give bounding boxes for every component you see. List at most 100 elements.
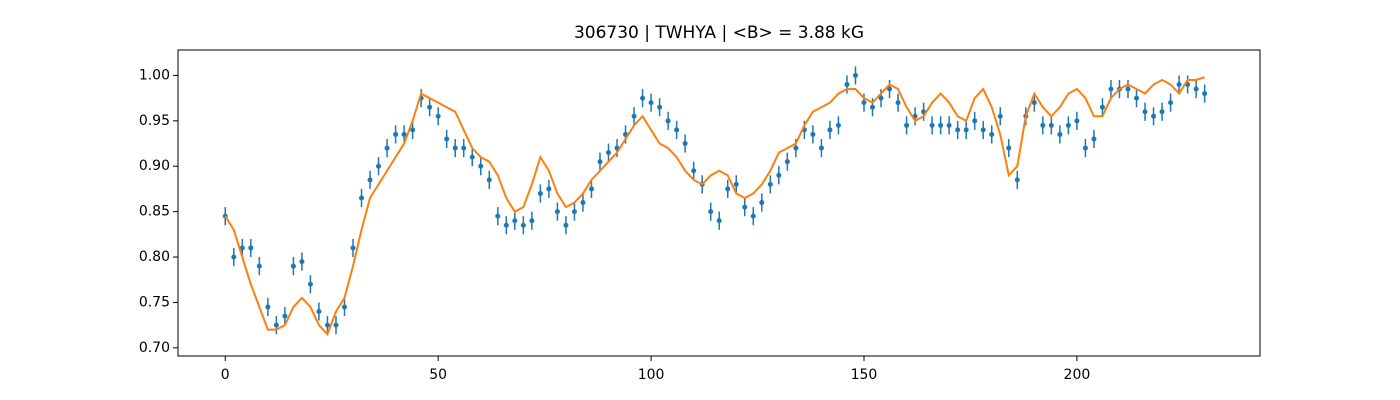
plot-frame: [177, 49, 1261, 357]
y-tick-label: 0.70: [139, 340, 170, 356]
data-point: [376, 163, 382, 169]
data-point: [997, 113, 1003, 119]
y-tick-label: 0.95: [139, 113, 170, 129]
data-point: [716, 218, 722, 224]
data-point: [231, 254, 237, 260]
data-point: [1048, 122, 1054, 128]
data-point: [580, 200, 586, 206]
data-point: [844, 82, 850, 88]
data-point: [1134, 95, 1140, 101]
data-point: [818, 145, 824, 151]
data-point: [955, 127, 961, 133]
data-point: [1142, 109, 1148, 115]
data-point: [1091, 136, 1097, 142]
data-point: [1074, 118, 1080, 124]
data-point: [367, 177, 373, 183]
data-point: [282, 313, 288, 319]
data-point: [972, 118, 978, 124]
data-point: [529, 218, 535, 224]
data-point: [512, 218, 518, 224]
data-point: [1151, 113, 1157, 119]
data-point: [461, 145, 467, 151]
data-point: [588, 186, 594, 192]
y-tick-label: 1.00: [139, 67, 170, 83]
data-point: [631, 113, 637, 119]
data-point: [827, 127, 833, 133]
data-point: [444, 136, 450, 142]
data-point: [1057, 131, 1063, 137]
data-point: [708, 209, 714, 215]
data-point: [640, 95, 646, 101]
data-point: [1014, 177, 1020, 183]
data-point: [1065, 122, 1071, 128]
data-point: [1159, 109, 1165, 115]
data-point: [427, 104, 433, 110]
data-point: [878, 95, 884, 101]
data-point: [452, 145, 458, 151]
data-point: [1006, 145, 1012, 151]
data-point: [733, 181, 739, 187]
data-point: [725, 186, 731, 192]
data-point: [606, 150, 612, 156]
data-point: [469, 154, 475, 160]
data-point: [410, 127, 416, 133]
data-point: [554, 209, 560, 215]
data-point: [307, 281, 313, 287]
data-point: [657, 104, 663, 110]
x-tick-label: 50: [429, 367, 447, 383]
data-point: [989, 131, 995, 137]
chart-title: 306730 | TWHYA | <B> = 3.88 kG: [574, 23, 864, 43]
data-point: [1108, 86, 1114, 92]
data-point: [341, 304, 347, 310]
data-point: [1193, 86, 1199, 92]
data-point: [256, 263, 262, 269]
data-point: [870, 104, 876, 110]
data-point: [835, 122, 841, 128]
data-point: [546, 186, 552, 192]
y-tick-label: 0.75: [139, 294, 170, 310]
data-point: [861, 100, 867, 106]
y-tick-label: 0.90: [139, 158, 170, 174]
data-point: [1031, 100, 1037, 106]
data-point: [350, 245, 356, 251]
data-point: [1040, 122, 1046, 128]
data-point: [929, 122, 935, 128]
data-point: [750, 213, 756, 219]
data-point: [946, 122, 952, 128]
data-point: [963, 127, 969, 133]
data-point: [1202, 91, 1208, 97]
data-point: [273, 322, 279, 328]
data-point: [1125, 86, 1131, 92]
data-point: [520, 222, 526, 228]
data-point: [537, 190, 543, 196]
data-point: [895, 100, 901, 106]
data-point: [793, 145, 799, 151]
data-point: [333, 322, 339, 328]
data-point: [384, 145, 390, 151]
data-point: [759, 200, 765, 206]
data-point: [980, 127, 986, 133]
data-point: [290, 263, 296, 269]
data-point: [648, 100, 654, 106]
data-point: [1176, 82, 1182, 88]
data-point: [495, 213, 501, 219]
data-point: [691, 168, 697, 174]
data-point: [767, 181, 773, 187]
data-point: [887, 86, 893, 92]
data-point: [776, 172, 782, 178]
data-point: [597, 159, 603, 165]
data-point: [1082, 145, 1088, 151]
data-point: [784, 159, 790, 165]
data-point: [299, 259, 305, 265]
data-point: [393, 131, 399, 137]
x-tick-label: 150: [851, 367, 878, 383]
data-point: [324, 322, 330, 328]
y-tick-label: 0.80: [139, 249, 170, 265]
data-point: [904, 122, 910, 128]
data-point: [359, 195, 365, 201]
data-point: [486, 177, 492, 183]
data-point: [435, 113, 441, 119]
model-line: [224, 76, 1205, 337]
